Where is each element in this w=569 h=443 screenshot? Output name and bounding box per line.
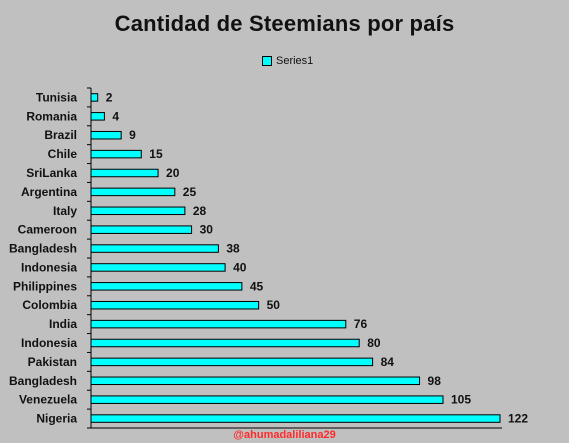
- category-label: Italy: [53, 204, 77, 218]
- data-label: 45: [250, 279, 264, 293]
- data-label: 28: [193, 204, 207, 218]
- category-label: Pakistan: [28, 355, 77, 369]
- bar: [90, 168, 159, 178]
- category-label: Bangladesh: [9, 242, 77, 256]
- legend: Series1: [262, 54, 313, 68]
- category-label: Nigeria: [36, 412, 77, 426]
- data-label: 4: [112, 109, 119, 123]
- data-label: 20: [166, 166, 180, 180]
- category-label: Bangladesh: [9, 374, 77, 388]
- bar: [90, 244, 219, 253]
- legend-label: Series1: [276, 55, 314, 67]
- data-label: 76: [354, 317, 368, 331]
- category-label: SriLanka: [26, 166, 77, 180]
- data-label: 9: [129, 128, 136, 142]
- data-label: 2: [106, 90, 113, 104]
- category-label: Colombia: [22, 298, 77, 312]
- chart-title: Cantidad de Steemians por país: [114, 11, 455, 36]
- category-label: Tunisia: [36, 90, 77, 104]
- category-label: Cameroon: [18, 223, 77, 237]
- credit-text: @ahumadaliliana29: [233, 429, 336, 441]
- data-label: 40: [233, 260, 247, 274]
- category-label: Philippines: [13, 279, 77, 293]
- bar: [90, 93, 99, 102]
- category-label: Chile: [48, 147, 78, 161]
- bar: [90, 300, 260, 310]
- bar: [90, 149, 142, 159]
- category-label: Venezuela: [19, 393, 77, 407]
- data-label: 122: [508, 412, 528, 426]
- data-label: 98: [428, 374, 442, 388]
- bar: [90, 130, 122, 140]
- legend-swatch: [262, 56, 272, 66]
- bar: [90, 282, 243, 291]
- bar: [90, 206, 186, 216]
- category-label: Indonesia: [21, 336, 77, 350]
- category-label: Brazil: [44, 128, 77, 142]
- category-label: Indonesia: [21, 260, 77, 274]
- bar: [90, 112, 105, 121]
- bar: [90, 357, 374, 367]
- category-label: India: [49, 317, 77, 331]
- data-label: 15: [149, 147, 163, 161]
- data-label: 84: [381, 355, 395, 369]
- bar: [90, 263, 226, 272]
- bar: [90, 187, 176, 197]
- bar: [90, 319, 347, 329]
- bar: [90, 338, 360, 348]
- data-label: 38: [226, 242, 240, 256]
- data-label: 50: [267, 298, 281, 312]
- bar: [90, 395, 444, 404]
- category-label: Argentina: [21, 185, 77, 199]
- category-label: Romania: [26, 109, 77, 123]
- bar: [90, 225, 193, 234]
- data-label: 25: [183, 185, 197, 199]
- data-label: 80: [367, 336, 381, 350]
- bar: [90, 376, 421, 386]
- data-label: 30: [200, 223, 214, 237]
- bar: [90, 414, 501, 423]
- data-label: 105: [451, 393, 471, 407]
